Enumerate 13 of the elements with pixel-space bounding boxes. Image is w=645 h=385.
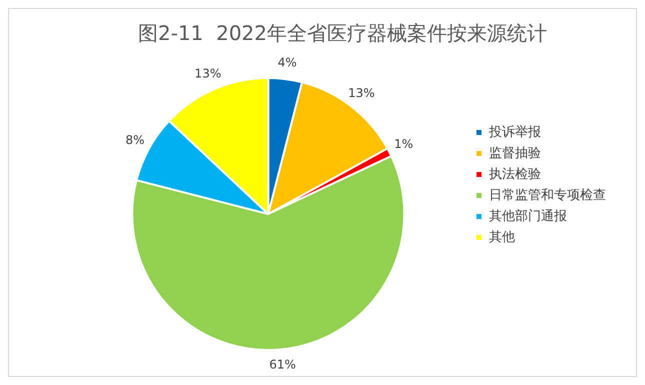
legend-label: 日常监管和专项检查 bbox=[489, 188, 606, 203]
data-label: 13% bbox=[348, 86, 375, 100]
data-label: 61% bbox=[269, 357, 296, 372]
legend-label: 其他 bbox=[489, 230, 515, 245]
legend-label: 投诉举报 bbox=[488, 124, 541, 140]
data-label: 8% bbox=[126, 132, 145, 147]
legend-label: 执法检验 bbox=[489, 166, 541, 182]
data-label: 1% bbox=[394, 137, 414, 152]
data-label: 13% bbox=[194, 66, 222, 81]
legend-label: 其他部门通报 bbox=[489, 208, 567, 224]
data-label: 4% bbox=[278, 55, 297, 70]
legend-label: 监督抽验 bbox=[489, 146, 541, 161]
chart-title: 图2-11 2022年全省医疗器械案件按来源统计 bbox=[138, 21, 548, 46]
